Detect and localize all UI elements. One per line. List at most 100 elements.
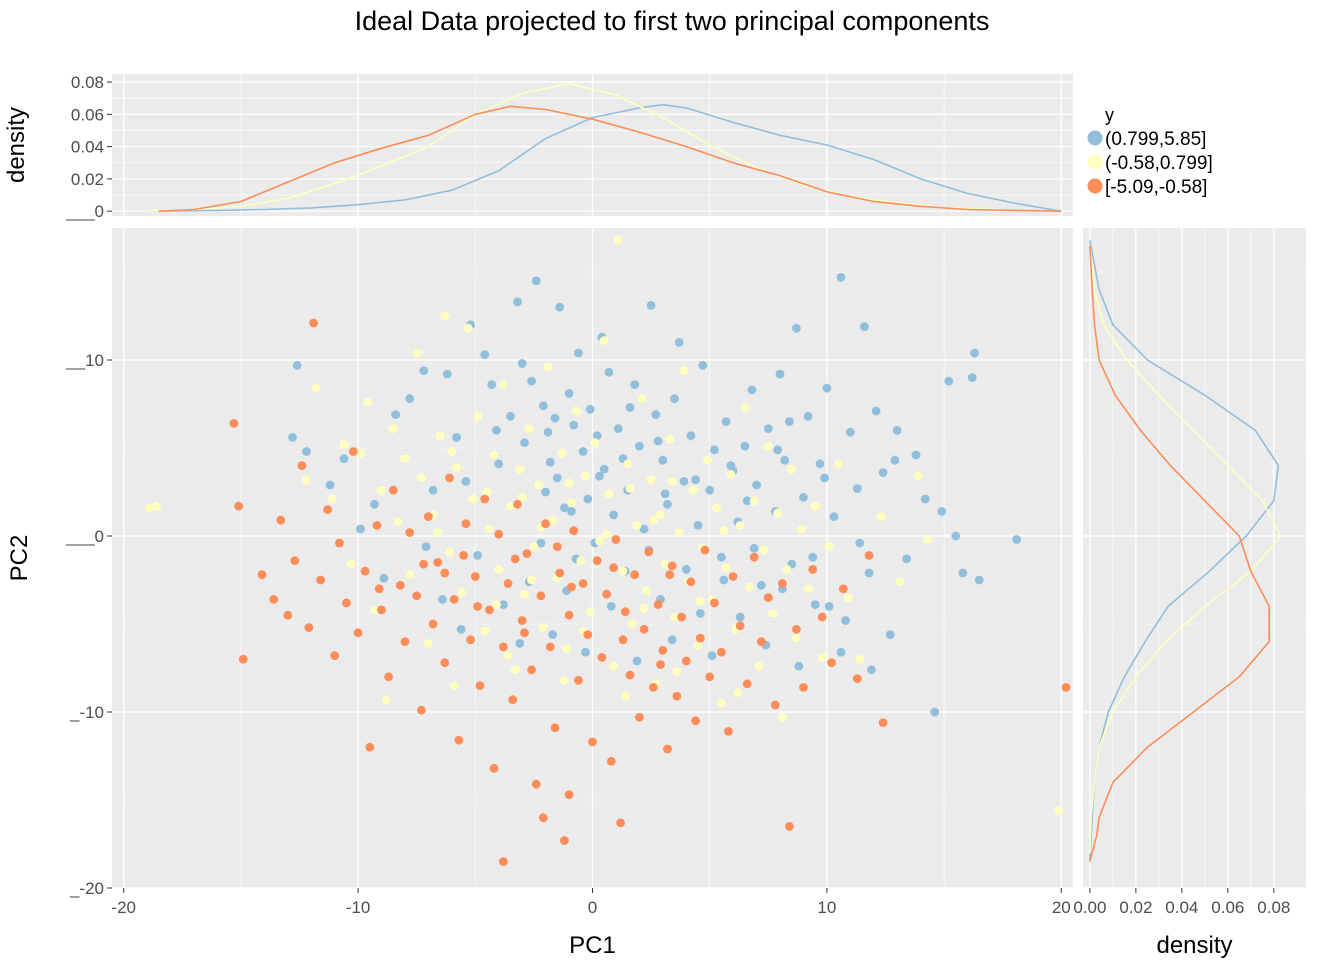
- scatter-point: [653, 436, 663, 446]
- scatter-point: [681, 656, 691, 666]
- scatter-point: [815, 459, 825, 469]
- scatter-point: [803, 411, 813, 421]
- legend-key: [1087, 178, 1103, 194]
- scatter-point: [853, 484, 862, 493]
- scatter-point: [588, 737, 597, 747]
- x-axis-tick-label: 10: [817, 898, 836, 917]
- scatter-point: [930, 707, 940, 717]
- scatter-point: [635, 712, 644, 722]
- scatter-point: [620, 691, 630, 701]
- scatter-point: [529, 542, 539, 551]
- scatter-point: [674, 528, 684, 537]
- scatter-point: [391, 410, 400, 419]
- scatter-point: [719, 526, 729, 536]
- y-axis-tick-label: __10: [65, 351, 104, 370]
- scatter-point: [473, 411, 482, 421]
- scatter-point: [440, 568, 450, 578]
- scatter-point: [752, 480, 761, 490]
- scatter-point: [541, 519, 550, 529]
- scatter-series-1: [288, 272, 1022, 717]
- scatter-point: [567, 507, 576, 516]
- scatter-point: [480, 350, 490, 360]
- scatter-point: [506, 411, 515, 421]
- scatter-point: [670, 394, 679, 404]
- right-density-x-tick-label: 0.04: [1165, 898, 1198, 917]
- scatter-point: [552, 542, 562, 551]
- scatter-point: [618, 566, 628, 576]
- scatter-point: [381, 695, 391, 705]
- right-density-line-2: [1089, 245, 1282, 853]
- scatter-point: [485, 524, 494, 534]
- scatter-point: [742, 679, 752, 689]
- scatter-point: [475, 681, 485, 690]
- scatter-point: [646, 475, 656, 485]
- scatter-point: [604, 489, 614, 499]
- right-density-x-title: density: [1156, 932, 1232, 959]
- right-density-x-tick-label: 0.08: [1257, 898, 1290, 917]
- scatter-point: [885, 630, 895, 639]
- scatter-point: [323, 505, 332, 514]
- scatter-point: [494, 459, 504, 469]
- scatter-point: [405, 394, 415, 404]
- scatter-point: [576, 556, 586, 565]
- scatter-point: [440, 311, 450, 321]
- scatter-point: [543, 427, 553, 437]
- scatter-point: [749, 552, 759, 562]
- scatter-point: [492, 600, 501, 609]
- scatter-point: [604, 367, 614, 377]
- scatter-point: [461, 519, 471, 529]
- scatter-point: [712, 503, 722, 513]
- scatter-point: [602, 529, 611, 539]
- scatter-point: [557, 448, 567, 458]
- scatter-point: [660, 489, 670, 499]
- scatter-point: [667, 635, 677, 645]
- scatter-point: [543, 362, 553, 372]
- scatter-point: [855, 654, 865, 664]
- scatter-point: [700, 545, 710, 555]
- scatter-point: [405, 570, 415, 580]
- scatter-point: [820, 473, 829, 483]
- scatter-point: [834, 459, 843, 469]
- scatter-point: [346, 559, 356, 569]
- scatter-point: [238, 654, 248, 664]
- right-density-panel-background: [1083, 228, 1306, 888]
- scatter-point: [548, 515, 558, 525]
- scatter-point: [796, 524, 806, 534]
- scatter-point: [703, 455, 712, 465]
- top-density-y-tick-label: 0.08: [71, 73, 104, 92]
- scatter-point: [663, 744, 672, 754]
- scatter-point: [527, 376, 536, 386]
- top-density-y-tick-label: 0.06: [71, 105, 104, 124]
- right-density-line-3: [1089, 245, 1270, 862]
- scatter-point: [606, 602, 616, 611]
- scatter-point: [646, 301, 656, 310]
- scatter-point: [775, 369, 785, 379]
- scatter-point: [288, 433, 297, 442]
- scatter-point: [290, 556, 300, 565]
- scatter-point: [499, 600, 508, 609]
- scatter-point: [768, 609, 778, 618]
- scatter-point: [377, 605, 386, 615]
- scatter-point: [515, 464, 525, 474]
- scatter-point: [309, 318, 318, 328]
- scatter-point: [817, 653, 827, 662]
- scatter-point: [785, 822, 794, 831]
- scatter-point: [609, 563, 618, 573]
- scatter-point: [356, 524, 365, 534]
- scatter-point: [470, 572, 480, 581]
- scatter-point: [574, 348, 583, 358]
- scatter-point: [592, 556, 602, 565]
- scatter-point: [349, 447, 358, 456]
- scatter-series-3: [229, 318, 1071, 866]
- scatter-point: [653, 600, 663, 609]
- scatter-point: [424, 639, 433, 648]
- scatter-point: [841, 616, 850, 625]
- scatter-point: [691, 716, 700, 726]
- scatter-point: [890, 455, 900, 465]
- scatter-point: [808, 552, 818, 562]
- scatter-point: [695, 609, 705, 618]
- scatter-point: [749, 496, 759, 506]
- scatter-point: [520, 628, 529, 638]
- scatter-point: [578, 579, 588, 588]
- scatter-point: [503, 579, 513, 588]
